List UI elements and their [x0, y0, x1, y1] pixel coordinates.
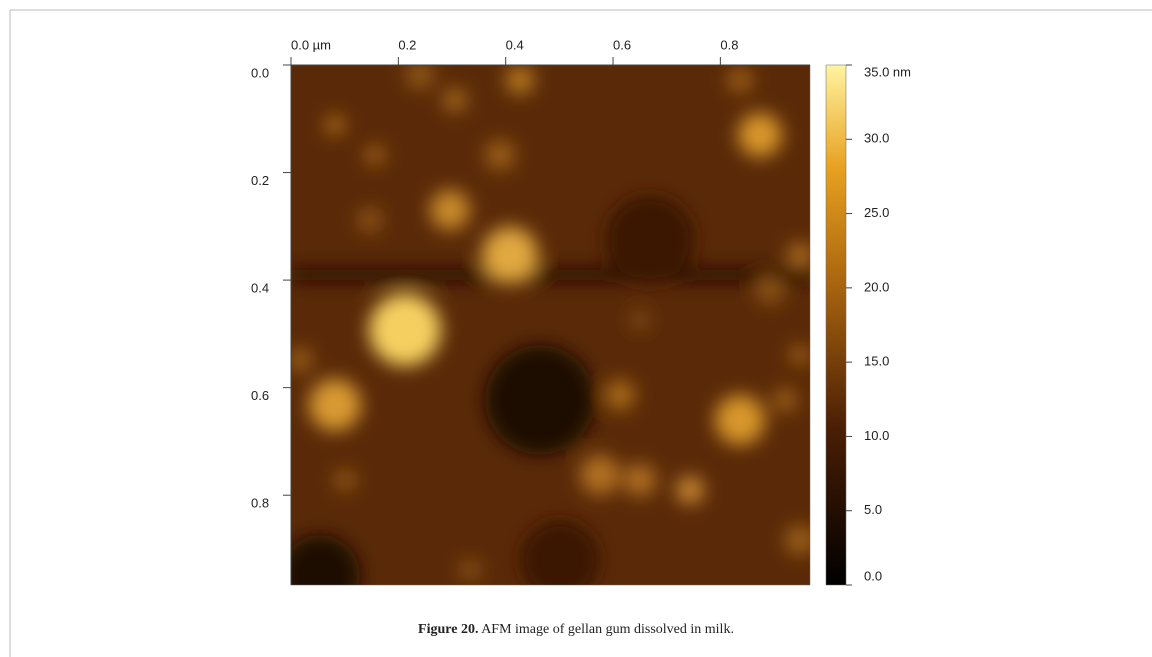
colorbar-tick-label: 20.0 [864, 279, 889, 294]
y-tick-label: 0.4 [251, 281, 269, 296]
y-tick-label: 0.8 [251, 496, 269, 511]
afm-image [291, 65, 810, 585]
caption-text: AFM image of gellan gum dissolved in mil… [481, 622, 734, 637]
colorbar-tick-label: 15.0 [864, 354, 889, 369]
colorbar-tick-label: 10.0 [864, 428, 889, 443]
colorbar-tick-label: 0.0 [864, 568, 882, 583]
y-tick-label: 0.6 [251, 388, 269, 403]
caption-label: Figure 20. [418, 622, 478, 637]
colorbar-tick-label: 5.0 [864, 502, 882, 517]
y-tick-label: 0.0 [251, 65, 269, 80]
x-tick-label: 0.0 µm [291, 37, 331, 52]
caption: Figure 20. AFM image of gellan gum disso… [418, 622, 734, 637]
colorbar-tick-label: 35.0 nm [864, 64, 911, 79]
x-tick-label: 0.2 [398, 37, 416, 52]
colorbar-tick-label: 25.0 [864, 205, 889, 220]
colorbar [825, 64, 847, 586]
x-tick-label: 0.4 [506, 37, 524, 52]
y-tick-label: 0.2 [251, 173, 269, 188]
colorbar-tick-label: 30.0 [864, 131, 889, 146]
x-tick-label: 0.8 [720, 37, 738, 52]
x-tick-label: 0.6 [613, 37, 631, 52]
